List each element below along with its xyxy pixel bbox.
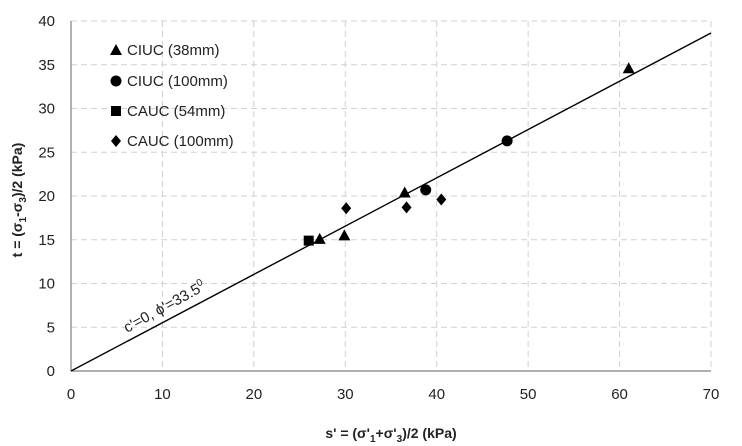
y-tick-label: 15 (38, 232, 55, 249)
data-point-cauc-100mm (341, 202, 352, 215)
x-axis-title: s' = (σ'1+σ'3)/2 (kPa) (325, 425, 456, 445)
data-point-ciuc-38mm (622, 62, 635, 74)
legend-label-cauc-100mm: CAUC (100mm) (127, 133, 234, 150)
data-points (303, 62, 635, 246)
grid (71, 20, 712, 371)
data-point-cauc-54mm (303, 235, 314, 246)
legend-label-ciuc-38mm: CIUC (38mm) (127, 42, 220, 59)
legend-marker-cauc-54mm (111, 106, 121, 116)
y-tick-label: 40 (38, 13, 55, 30)
y-tick-label: 0 (47, 363, 55, 380)
legend-marker-ciuc-38mm (110, 44, 122, 55)
data-point-cauc-100mm (401, 201, 412, 214)
data-point-ciuc-100mm (501, 135, 513, 147)
x-tick-label: 60 (611, 386, 628, 403)
legend-marker-ciuc-100mm (110, 75, 122, 87)
y-tick-labels: 0 5 10 15 20 25 30 35 40 (38, 13, 55, 380)
axes (70, 21, 711, 372)
y-tick-label: 25 (38, 144, 55, 161)
x-tick-label: 0 (67, 386, 75, 403)
x-tick-label: 40 (428, 386, 445, 403)
legend-marker-cauc-100mm (111, 135, 121, 147)
x-tick-label: 70 (703, 386, 720, 403)
data-point-ciuc-38mm (398, 186, 411, 198)
legend-label-ciuc-100mm: CIUC (100mm) (127, 73, 228, 90)
legend-label-cauc-54mm: CAUC (54mm) (127, 103, 225, 120)
y-tick-label: 20 (38, 188, 55, 205)
y-axis-title: t = (σ1-σ3)/2 (kPa) (9, 143, 29, 258)
y-tick-label: 5 (47, 319, 55, 336)
data-point-ciuc-38mm (313, 232, 326, 244)
legend: CIUC (38mm) CIUC (100mm) CAUC (54mm) CAU… (110, 42, 234, 150)
legend-markers (110, 44, 122, 147)
y-tick-label: 30 (38, 101, 55, 118)
y-tick-label: 10 (38, 276, 55, 293)
x-tick-labels: 0 10 20 30 40 50 60 70 (67, 386, 720, 403)
x-tick-label: 50 (520, 386, 537, 403)
x-tick-label: 10 (154, 386, 171, 403)
data-point-ciuc-100mm (420, 184, 432, 196)
x-tick-label: 20 (246, 386, 263, 403)
fit-line (70, 32, 712, 372)
fit-line-group (70, 32, 712, 372)
x-tick-label: 30 (337, 386, 354, 403)
data-point-cauc-100mm (436, 193, 447, 206)
y-tick-label: 35 (38, 57, 55, 74)
data-point-ciuc-38mm (338, 229, 351, 241)
